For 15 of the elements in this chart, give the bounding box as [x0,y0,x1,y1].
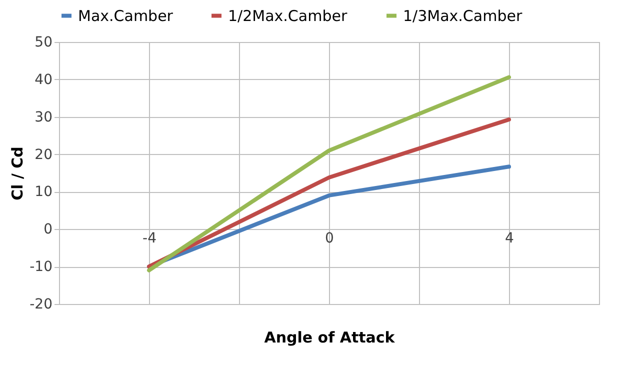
x-tick-label: -4 [142,230,157,247]
y-axis-title: Cl / Cd [8,146,27,200]
legend-label: 1/3Max.Camber [403,6,523,25]
y-tick-label: 20 [34,146,52,163]
y-tick-label: 30 [34,109,52,126]
y-tick-label: 10 [34,184,52,200]
y-tick-label: -20 [30,296,52,312]
legend-label: Max.Camber [78,6,174,25]
y-tick-label: -10 [30,259,52,276]
y-tick-label: 40 [34,72,52,88]
legend-label: 1/2Max.Camber [228,6,348,25]
x-axis-title: Angle of Attack [264,328,396,346]
x-tick-label: 0 [325,230,334,247]
y-tick-label: 50 [34,34,52,50]
x-tick-label: 4 [505,230,514,247]
